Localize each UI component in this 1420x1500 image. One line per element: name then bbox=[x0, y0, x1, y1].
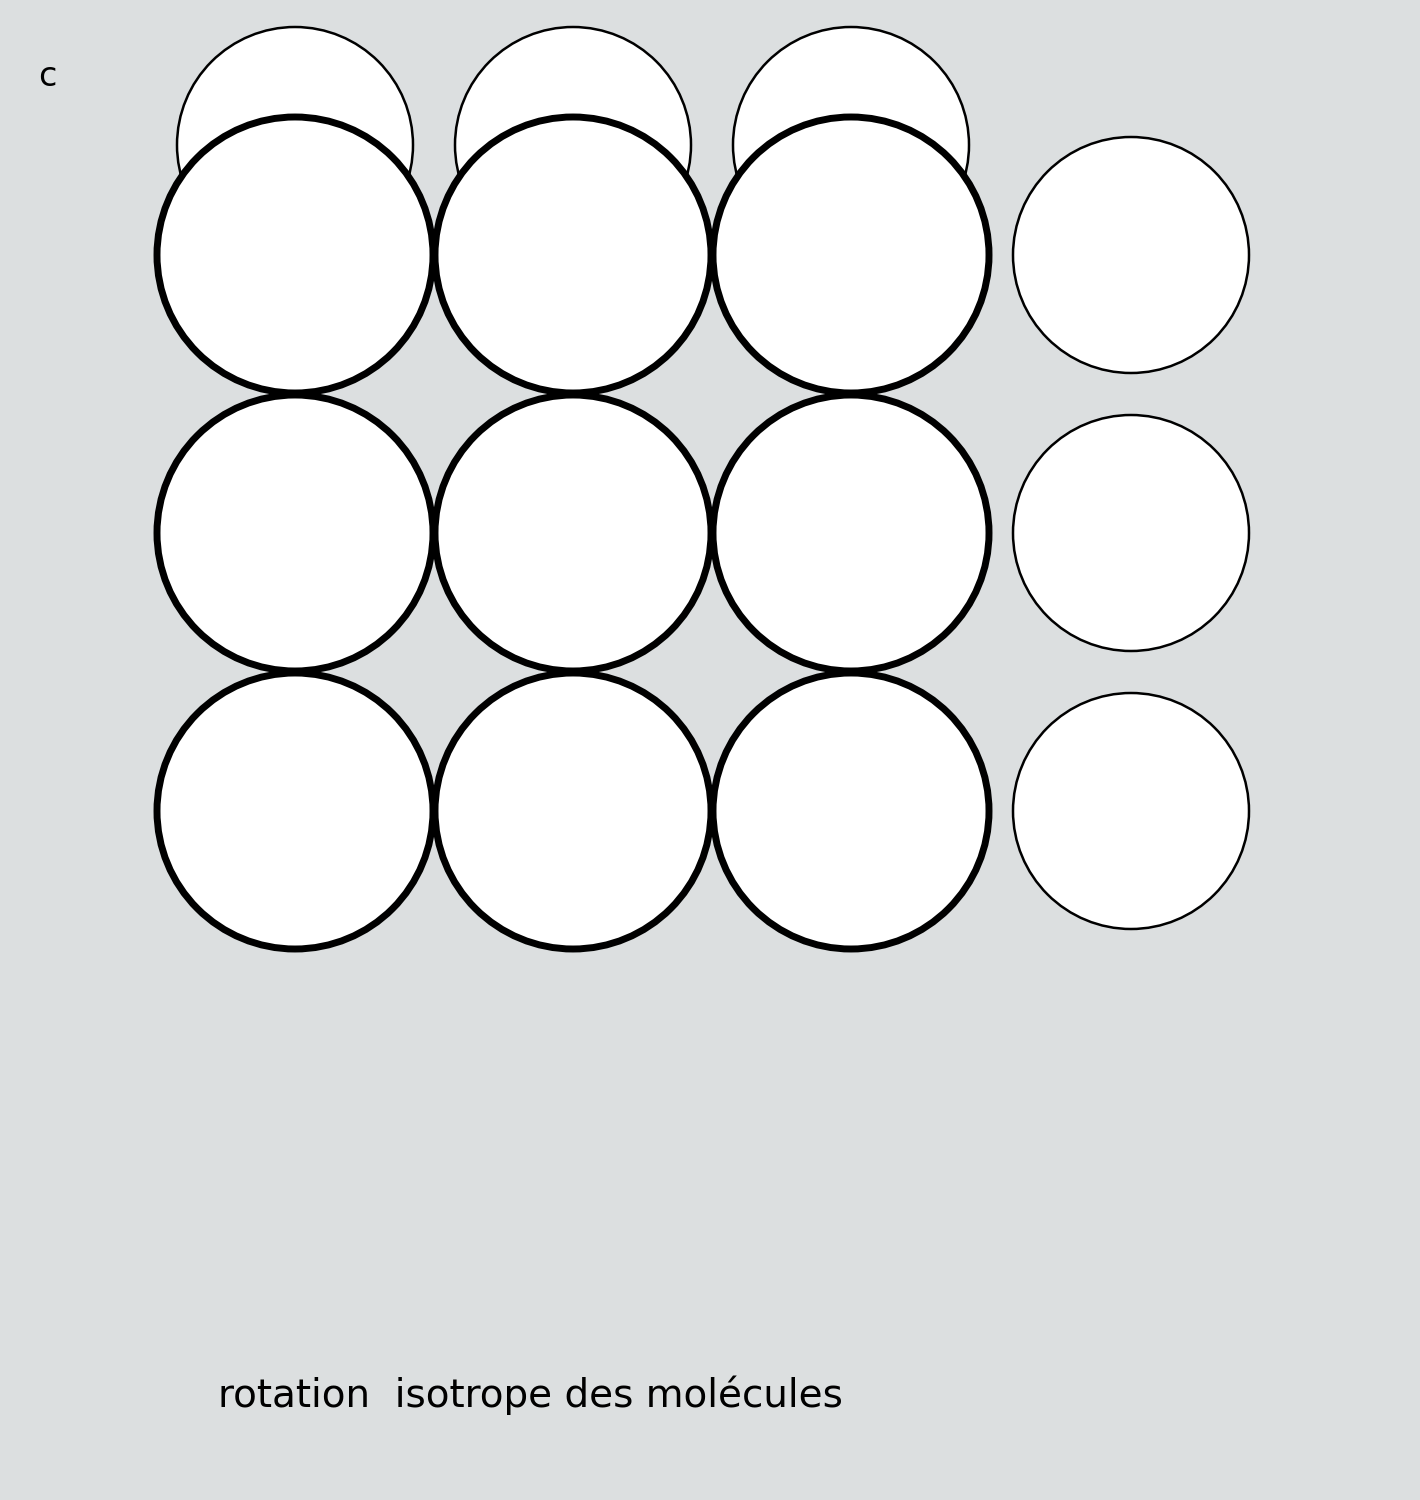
Circle shape bbox=[435, 394, 711, 670]
Circle shape bbox=[435, 674, 711, 950]
Circle shape bbox=[1012, 136, 1250, 374]
Circle shape bbox=[733, 27, 968, 262]
Circle shape bbox=[158, 674, 433, 950]
Circle shape bbox=[1012, 693, 1250, 928]
Circle shape bbox=[713, 117, 988, 393]
Circle shape bbox=[158, 117, 433, 393]
Circle shape bbox=[158, 394, 433, 670]
Text: c: c bbox=[38, 60, 57, 93]
Text: rotation  isotrope des molécules: rotation isotrope des molécules bbox=[217, 1376, 842, 1414]
Circle shape bbox=[713, 674, 988, 950]
Circle shape bbox=[435, 117, 711, 393]
Circle shape bbox=[713, 394, 988, 670]
Circle shape bbox=[178, 27, 413, 262]
Circle shape bbox=[454, 27, 692, 262]
Circle shape bbox=[1012, 416, 1250, 651]
